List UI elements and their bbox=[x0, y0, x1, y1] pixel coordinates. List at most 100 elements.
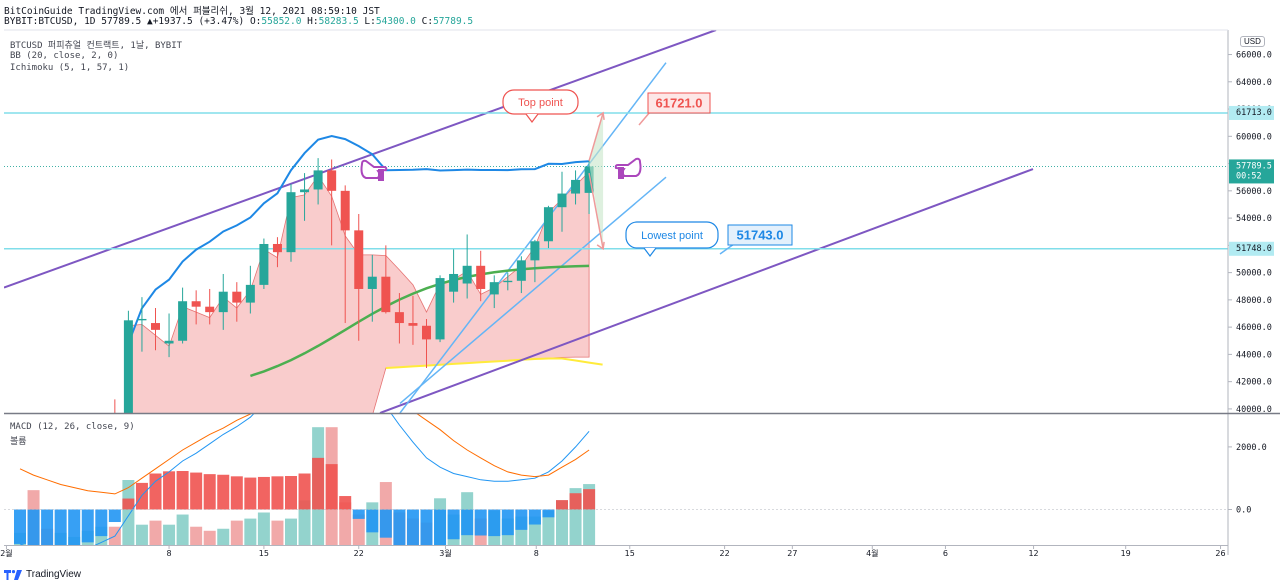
up-arrow-line bbox=[588, 112, 604, 162]
candle-body bbox=[286, 192, 296, 253]
lowest-point-callout: Lowest point bbox=[625, 221, 719, 257]
candle-body bbox=[191, 301, 201, 307]
candle-body bbox=[56, 504, 65, 509]
macd-tick-label: 0.0 bbox=[1236, 506, 1251, 516]
volume-bar bbox=[257, 512, 270, 545]
macd-histogram-bar bbox=[528, 509, 541, 525]
candle-body bbox=[503, 280, 513, 283]
candle-body bbox=[259, 243, 269, 285]
price-tick-label: 56000.0 bbox=[1236, 187, 1272, 197]
volume-bar bbox=[149, 520, 162, 545]
time-tick-label: 22 bbox=[720, 549, 730, 558]
down-arrow-line bbox=[588, 172, 604, 249]
candle-body bbox=[435, 278, 445, 340]
macd-histogram-bar bbox=[230, 476, 243, 510]
lowest-value-text: 51743.0 bbox=[737, 228, 784, 243]
lowest-value-box bbox=[727, 224, 793, 246]
macd-histogram-bar bbox=[14, 509, 26, 544]
macd-histogram-bar bbox=[515, 509, 528, 530]
down-arrow-head bbox=[596, 241, 605, 251]
pointer-hand-icon-right bbox=[614, 157, 642, 179]
price-tick-label: 46000.0 bbox=[1236, 323, 1272, 333]
time-tick-label: 22 bbox=[354, 549, 364, 558]
top-level-label-text: 61713.0 bbox=[1236, 108, 1272, 118]
tradingview-logo[interactable]: TradingView bbox=[4, 569, 81, 580]
symbol-price-change: BYBIT:BTCUSD, 1D 57789.5 ▲+1937.5 (+3.47… bbox=[4, 16, 250, 27]
volume-bar bbox=[542, 510, 555, 545]
macd-histogram-bar bbox=[312, 457, 325, 510]
price-tick-label: 44000.0 bbox=[1236, 350, 1272, 360]
macd-histogram-bar bbox=[149, 473, 162, 510]
last-price-label-bg bbox=[1229, 159, 1274, 184]
volume-bar bbox=[203, 530, 216, 545]
candle-body bbox=[272, 243, 282, 253]
open-label: O: bbox=[249, 16, 262, 27]
channel-upper-line bbox=[4, 30, 717, 289]
candle-body bbox=[83, 436, 92, 471]
time-tick-label: 2월 bbox=[0, 548, 12, 558]
projection-area bbox=[589, 112, 604, 249]
candle-body bbox=[449, 273, 459, 292]
candle-body bbox=[43, 491, 52, 510]
candle-body bbox=[313, 170, 323, 190]
macd-histogram-bar bbox=[488, 509, 501, 537]
macd-histogram-bar bbox=[27, 509, 40, 545]
lowest-value-pointer bbox=[719, 243, 735, 255]
price-tick-label: 50000.0 bbox=[1236, 269, 1272, 279]
macd-histogram-bar bbox=[176, 471, 189, 510]
macd-histogram-bar bbox=[190, 472, 203, 510]
price-tick-label: 60000.0 bbox=[1236, 132, 1272, 142]
pointer-hand-icon-right-outline bbox=[614, 157, 642, 177]
price-tick-label: 64000.0 bbox=[1236, 78, 1272, 88]
up-arrow-head bbox=[596, 111, 605, 120]
macd-histogram-bar bbox=[542, 509, 555, 518]
legend-symbol[interactable]: BTCUSD 퍼피츄얼 컨트랙트, 1날, BYBIT bbox=[10, 41, 183, 51]
channel-lower-line bbox=[379, 168, 1034, 413]
ichimoku-lagging-line bbox=[385, 357, 603, 369]
time-tick-label: 15 bbox=[625, 549, 635, 558]
price-pane: Top point Lowest point 61721.0 51743.0 bbox=[4, 30, 1228, 510]
candle-body bbox=[584, 166, 594, 193]
top-value-pointer bbox=[638, 111, 651, 126]
candle-body bbox=[557, 193, 567, 208]
candle-body bbox=[151, 323, 160, 330]
legend-ichimoku[interactable]: Ichimoku (5, 1, 57, 1) bbox=[10, 63, 130, 73]
macd-histogram-bar bbox=[501, 509, 514, 536]
candle-body bbox=[354, 230, 364, 289]
legend-macd[interactable]: MACD (12, 26, close, 9) bbox=[10, 422, 135, 432]
currency-button[interactable]: USD bbox=[1240, 36, 1265, 47]
macd-histogram-bar bbox=[54, 509, 67, 545]
macd-histogram-bar bbox=[203, 474, 216, 510]
volume-bar bbox=[122, 480, 135, 545]
close-label: C: bbox=[415, 16, 434, 27]
macd-histogram-bar bbox=[68, 509, 81, 545]
candle-body bbox=[489, 282, 499, 295]
volume-bar bbox=[217, 528, 230, 545]
macd-histogram-bar bbox=[434, 509, 447, 545]
macd-tick-label: 2000.0 bbox=[1236, 443, 1267, 453]
macd-histogram-bar bbox=[257, 476, 270, 510]
rising-channel-upper bbox=[399, 62, 667, 413]
time-tick-label: 12 bbox=[1028, 549, 1038, 558]
pointer-hand-icon-right-cuff bbox=[618, 167, 624, 179]
candle-body bbox=[137, 318, 147, 321]
candle-body bbox=[516, 260, 526, 281]
legend-bollinger[interactable]: BB (20, close, 2, 0) bbox=[10, 51, 119, 61]
candle-body bbox=[300, 189, 310, 193]
low-value: 54300.0 bbox=[375, 16, 416, 27]
top-point-text: Top point bbox=[518, 97, 563, 109]
volume-bar bbox=[352, 514, 365, 545]
candle-body bbox=[462, 265, 472, 284]
macd-histogram-bar bbox=[41, 509, 54, 545]
signal-line bbox=[19, 414, 590, 495]
macd-histogram-bar bbox=[393, 509, 406, 545]
candle-body bbox=[530, 241, 540, 261]
legend-volume[interactable]: 볼륨 bbox=[10, 437, 27, 447]
candle-body bbox=[123, 320, 133, 413]
macd-line bbox=[19, 414, 590, 545]
candle-body bbox=[16, 470, 25, 497]
candle-body bbox=[543, 207, 553, 242]
candle-body bbox=[178, 301, 188, 341]
tradingview-logo-icon bbox=[4, 569, 22, 580]
